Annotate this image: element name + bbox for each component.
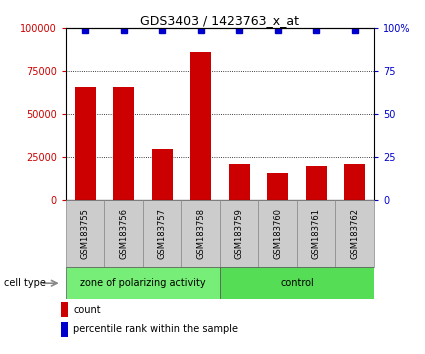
Bar [258,200,297,267]
Text: GSM183755: GSM183755 [81,208,90,259]
Text: GSM183758: GSM183758 [196,208,205,259]
Text: count: count [73,305,101,315]
Bar [267,172,288,200]
Text: percentile rank within the sample: percentile rank within the sample [73,324,238,334]
Bar [143,200,181,267]
Bar [60,302,68,317]
Bar [152,149,173,200]
Bar [229,164,250,200]
Bar [66,267,220,299]
Bar [60,322,68,337]
Bar [220,267,374,299]
Text: GSM183759: GSM183759 [235,208,244,259]
Text: GSM183757: GSM183757 [158,208,167,259]
Bar [220,200,258,267]
Bar [74,87,96,200]
Bar [297,200,335,267]
Text: control: control [280,278,314,288]
Text: GSM183760: GSM183760 [273,208,282,259]
Text: GSM183756: GSM183756 [119,208,128,259]
Bar [190,52,211,200]
Text: GSM183761: GSM183761 [312,208,321,259]
Bar [335,200,374,267]
Bar [66,200,105,267]
Text: cell type: cell type [4,278,46,288]
Bar [105,200,143,267]
Title: GDS3403 / 1423763_x_at: GDS3403 / 1423763_x_at [140,14,300,27]
Text: GSM183762: GSM183762 [350,208,359,259]
Bar [344,164,366,200]
Bar [113,87,134,200]
Bar [181,200,220,267]
Bar [306,166,327,200]
Text: zone of polarizing activity: zone of polarizing activity [80,278,206,288]
